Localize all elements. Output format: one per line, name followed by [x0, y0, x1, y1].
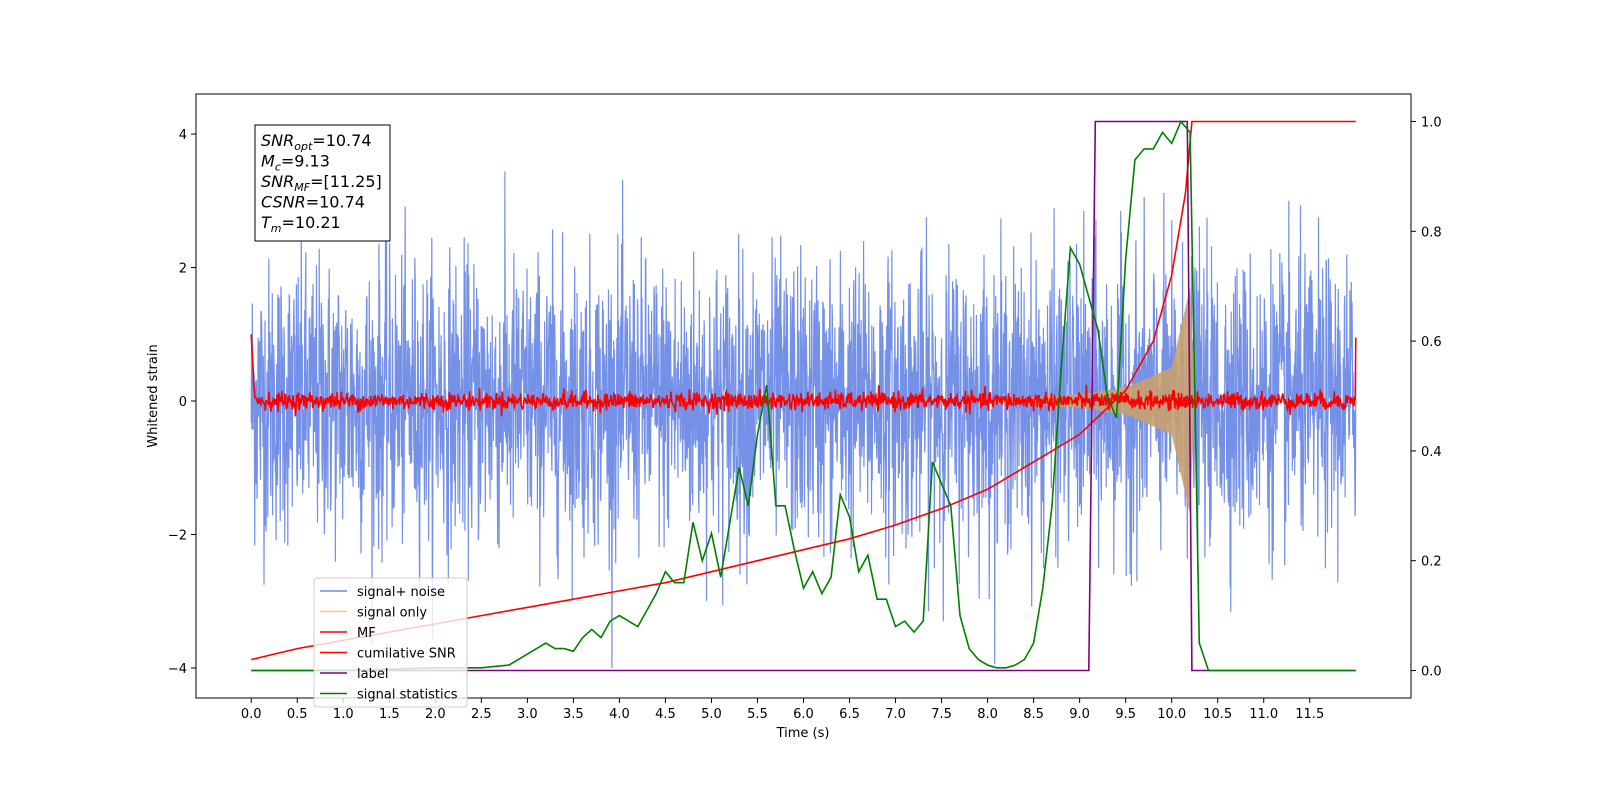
info-line-symbol: CSNR — [261, 193, 306, 212]
x-tick-label: 10.0 — [1157, 707, 1186, 722]
x-tick-label: 5.0 — [701, 707, 722, 722]
x-tick-label: 11.5 — [1295, 707, 1324, 722]
info-line: SNRMF=[11.25] — [261, 172, 382, 194]
legend-label: cumilative SNR — [357, 647, 456, 662]
legend: signal+ noise signal only MF cumilative SNR… — [313, 577, 468, 708]
x-axis-label: Time (s) — [776, 726, 830, 741]
y2-tick-label: 0.2 — [1421, 555, 1442, 570]
info-line: Tm=10.21 — [261, 213, 341, 235]
x-tick-label: 6.5 — [839, 707, 860, 722]
x-tick-label: 0.5 — [287, 707, 308, 722]
y-axis-label: Whitened strain — [146, 344, 161, 447]
x-tick-label: 8.0 — [977, 707, 998, 722]
info-line: SNRopt=10.74 — [261, 131, 372, 153]
legend-label: signal+ noise — [357, 585, 445, 600]
x-tick-label: 3.0 — [517, 707, 538, 722]
info-line-value: =9.13 — [281, 152, 330, 171]
axis-ticks: 0.0 0.5 1.0 1.5 2.0 2.5 3.0 3.5 4.0 4.5 5.0 5.5 6.0 6… — [168, 115, 1442, 722]
info-line-subscript: MF — [294, 181, 310, 194]
legend-label: signal statistics — [357, 688, 458, 703]
y2-tick-label: 0.0 — [1421, 665, 1442, 680]
y2-tick-label: 0.8 — [1421, 225, 1442, 240]
x-tick-label: 7.0 — [885, 707, 906, 722]
x-tick-label: 4.0 — [609, 707, 630, 722]
x-tick-label: 1.5 — [379, 707, 400, 722]
y2-tick-label: 0.4 — [1421, 445, 1442, 460]
x-tick-label: 0.0 — [241, 707, 262, 722]
series-2-line — [250, 334, 1357, 417]
legend-label: MF — [357, 626, 376, 641]
y-tick-label: 4 — [179, 128, 187, 143]
info-line-subscript: m — [271, 222, 282, 235]
info-line: CSNR=10.74 — [261, 193, 365, 212]
info-box-frame — [254, 124, 391, 242]
info-line-symbol: SNR — [261, 131, 294, 150]
y-tick-label: 2 — [179, 262, 187, 277]
x-tick-label: 4.5 — [655, 707, 676, 722]
legend-label: signal only — [357, 606, 427, 621]
x-tick-label: 9.5 — [1115, 707, 1136, 722]
info-line-value: =10.74 — [306, 193, 365, 212]
info-line-subscript: c — [275, 161, 281, 174]
x-tick-label: 2.0 — [425, 707, 446, 722]
info-line-symbol: T — [261, 213, 272, 232]
info-line-value: =[11.25] — [310, 172, 382, 191]
x-tick-label: 3.5 — [563, 707, 584, 722]
info-line-subscript: opt — [294, 140, 313, 153]
info-line-value: =10.21 — [282, 213, 341, 232]
x-tick-label: 1.0 — [333, 707, 354, 722]
info-box: SNRopt=10.74Mc=9.13SNRMF=[11.25]CSNR=10.… — [254, 124, 391, 242]
x-tick-label: 9.0 — [1069, 707, 1090, 722]
x-tick-label: 7.5 — [931, 707, 952, 722]
x-tick-label: 10.5 — [1203, 707, 1232, 722]
y-tick-label: 0 — [179, 395, 187, 410]
legend-label: label — [357, 667, 388, 682]
y2-tick-label: 1.0 — [1421, 115, 1442, 130]
legend-box — [313, 577, 468, 708]
info-line: Mc=9.13 — [261, 152, 330, 174]
y-tick-label: −4 — [168, 662, 187, 677]
x-tick-label: 8.5 — [1023, 707, 1044, 722]
y-tick-label: −2 — [168, 528, 187, 543]
info-line-value: =10.74 — [312, 131, 371, 150]
x-tick-label: 5.5 — [747, 707, 768, 722]
series-5-line — [251, 119, 1356, 672]
x-tick-label: 6.0 — [793, 707, 814, 722]
x-tick-label: 11.0 — [1249, 707, 1278, 722]
x-tick-label: 2.5 — [471, 707, 492, 722]
info-line-symbol: M — [261, 152, 275, 171]
y2-tick-label: 0.6 — [1421, 335, 1442, 350]
info-line-symbol: SNR — [261, 172, 294, 191]
